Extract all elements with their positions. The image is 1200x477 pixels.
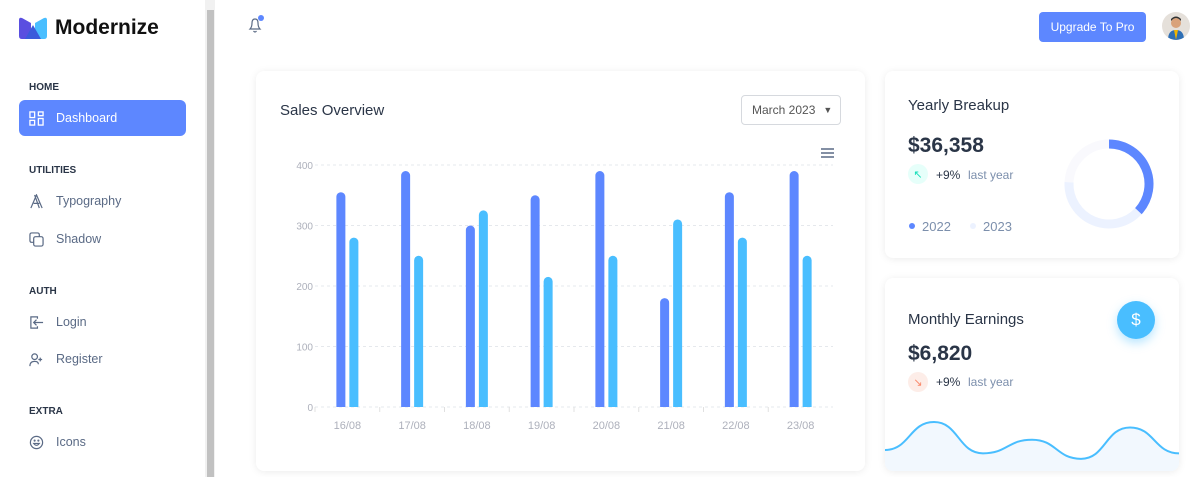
brand-name: Modernize bbox=[55, 16, 159, 39]
user-plus-icon bbox=[29, 352, 43, 366]
legend-2022: 2022 bbox=[922, 219, 951, 234]
upgrade-button[interactable]: Upgrade To Pro bbox=[1039, 12, 1146, 42]
donut-slice[interactable] bbox=[1064, 181, 1142, 229]
bar-series2[interactable] bbox=[737, 237, 747, 407]
section-utilities: UTILITIES bbox=[29, 165, 77, 176]
bar-series1[interactable] bbox=[401, 171, 411, 407]
x-tick-label: 23/08 bbox=[787, 420, 815, 432]
x-tick-label: 18/08 bbox=[463, 420, 491, 432]
legend-dot-2022 bbox=[909, 223, 915, 229]
legend-2023: 2023 bbox=[983, 219, 1012, 234]
x-tick-label: 16/08 bbox=[334, 420, 362, 432]
bar-series2[interactable] bbox=[478, 210, 488, 407]
mood-happy-icon bbox=[29, 435, 44, 449]
card-title: Sales Overview bbox=[280, 102, 385, 119]
sidebar-item-dashboard[interactable]: Dashboard bbox=[19, 100, 186, 136]
y-tick-label: 100 bbox=[296, 343, 313, 354]
y-tick-label: 300 bbox=[296, 222, 313, 233]
section-home: HOME bbox=[29, 82, 59, 93]
logo-icon bbox=[19, 17, 47, 39]
x-tick-label: 17/08 bbox=[398, 420, 426, 432]
brand-logo[interactable]: Modernize bbox=[19, 16, 159, 40]
sidebar-item-label: Dashboard bbox=[56, 111, 118, 125]
sparkline-area bbox=[885, 422, 1179, 471]
avatar[interactable] bbox=[1162, 12, 1190, 40]
yearly-change-suffix: last year bbox=[968, 168, 1014, 182]
bar-series1[interactable] bbox=[336, 192, 346, 407]
yearly-amount: $36,358 bbox=[908, 134, 984, 157]
sidebar-item-login[interactable]: Login bbox=[19, 304, 186, 340]
yearly-donut-chart bbox=[1064, 139, 1154, 229]
sidebar: Modernize HOME Dashboard UTILITIES Typog… bbox=[0, 0, 205, 477]
legend-dot-2023 bbox=[970, 223, 976, 229]
donut-slice[interactable] bbox=[1108, 139, 1154, 215]
sidebar-item-shadow[interactable]: Shadow bbox=[19, 221, 186, 257]
arrow-up-left-icon: ↖ bbox=[908, 164, 928, 184]
login-icon bbox=[30, 315, 44, 329]
sidebar-item-icons[interactable]: Icons bbox=[19, 424, 186, 460]
bar-series2[interactable] bbox=[673, 219, 683, 407]
yearly-breakup-card: Yearly Breakup $36,358 ↖ +9% last year 2… bbox=[885, 71, 1179, 258]
avatar-image bbox=[1168, 16, 1184, 40]
sales-chart: 0 100 200 300 400 16/08 17/08 18/08 19/08 20/08 21… bbox=[296, 148, 834, 432]
bar-series1[interactable] bbox=[595, 171, 605, 407]
bar-series1[interactable] bbox=[660, 298, 670, 407]
x-tick-label: 19/08 bbox=[528, 420, 556, 432]
currency-dollar-icon[interactable]: $ bbox=[1117, 301, 1155, 339]
monthly-change: +9% bbox=[936, 375, 961, 389]
y-tick-label: 0 bbox=[307, 403, 313, 414]
sidebar-item-register[interactable]: Register bbox=[19, 341, 186, 377]
scrollbar-thumb[interactable] bbox=[207, 10, 214, 477]
x-tick-label: 20/08 bbox=[593, 420, 621, 432]
notification-dot bbox=[258, 15, 264, 21]
y-tick-label: 200 bbox=[296, 282, 313, 293]
monthly-sparkline bbox=[885, 420, 1179, 471]
donut-slice[interactable] bbox=[1064, 139, 1110, 183]
x-tick-label: 21/08 bbox=[657, 420, 685, 432]
bell-icon[interactable] bbox=[245, 14, 267, 36]
arrow-down-right-icon: ↘ bbox=[908, 372, 928, 392]
y-tick-label: 400 bbox=[296, 161, 313, 172]
card-title: Monthly Earnings bbox=[908, 311, 1024, 328]
yearly-change: +9% bbox=[936, 168, 961, 182]
bar-series2[interactable] bbox=[414, 255, 424, 407]
sidebar-item-label: Login bbox=[56, 315, 87, 329]
sidebar-item-label: Register bbox=[56, 352, 103, 366]
bar-series1[interactable] bbox=[465, 225, 475, 408]
sidebar-item-label: Shadow bbox=[56, 232, 102, 246]
bar-series2[interactable] bbox=[543, 276, 553, 407]
section-extra: EXTRA bbox=[29, 406, 63, 417]
copy-icon bbox=[29, 231, 44, 247]
period-select[interactable]: March 2023 ▼ bbox=[741, 95, 841, 125]
card-title: Yearly Breakup bbox=[908, 97, 1010, 114]
bar-series2[interactable] bbox=[349, 237, 359, 407]
caret-down-icon: ▼ bbox=[823, 105, 833, 115]
bar-series1[interactable] bbox=[789, 171, 799, 407]
bar-series2[interactable] bbox=[802, 255, 812, 407]
monthly-change-suffix: last year bbox=[968, 375, 1014, 389]
bar-series2[interactable] bbox=[608, 255, 618, 407]
sidebar-item-label: Icons bbox=[56, 435, 86, 449]
monthly-earnings-card: Monthly Earnings $6,820 ↘ +9% last year bbox=[885, 278, 1179, 471]
layout-dashboard-icon bbox=[29, 110, 44, 126]
section-auth: AUTH bbox=[29, 286, 57, 297]
chart-menu-icon[interactable] bbox=[821, 148, 834, 158]
bar-series1[interactable] bbox=[530, 195, 540, 407]
bar-series1[interactable] bbox=[724, 192, 734, 407]
sidebar-item-typography[interactable]: Typography bbox=[19, 183, 186, 219]
x-tick-label: 22/08 bbox=[722, 420, 750, 432]
sparkline-line bbox=[885, 420, 1179, 460]
monthly-amount: $6,820 bbox=[908, 342, 973, 365]
period-value: March 2023 bbox=[752, 103, 816, 117]
sidebar-item-label: Typography bbox=[56, 194, 122, 208]
typography-icon bbox=[30, 193, 43, 208]
